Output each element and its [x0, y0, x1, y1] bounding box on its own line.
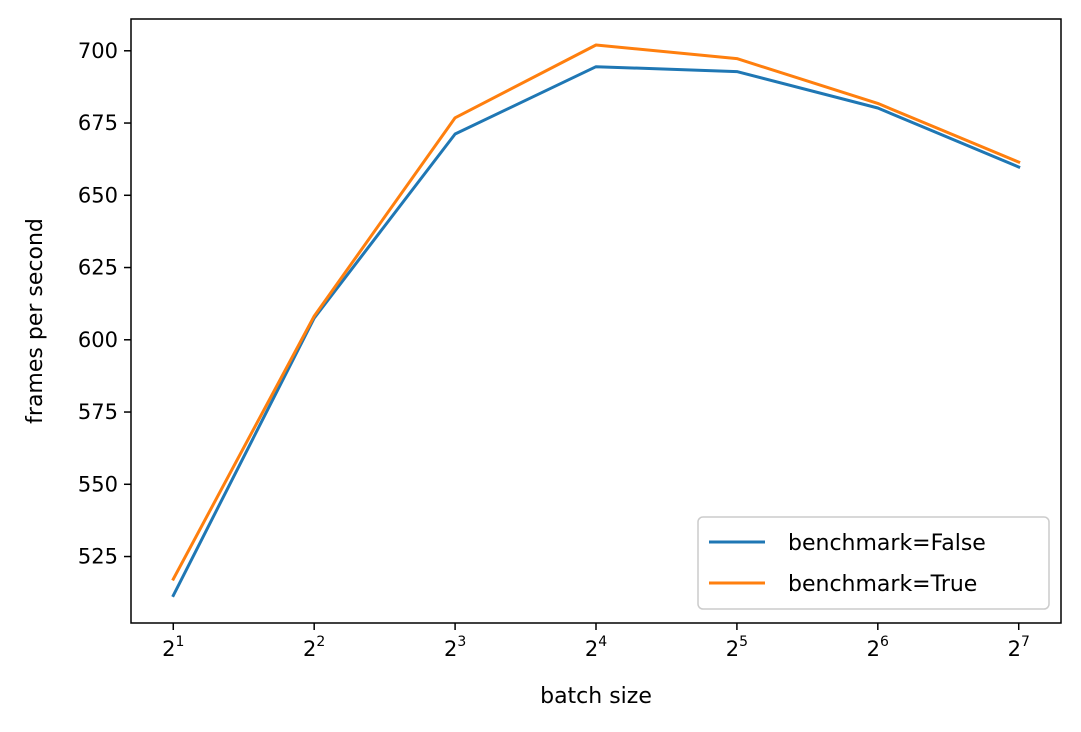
x-tick-label: 27: [1008, 634, 1030, 661]
legend-entry-label: benchmark=True: [788, 572, 977, 597]
x-axis-ticks: 21 22 23 24 25 26 27: [162, 623, 1030, 661]
legend-entry-label: benchmark=False: [788, 531, 986, 556]
x-tick-exponent: 2: [316, 634, 325, 650]
x-tick-label: 25: [726, 634, 748, 661]
legend-box: [697, 516, 1050, 610]
x-tick-exponent: 7: [1021, 634, 1030, 650]
x-tick-label: 21: [162, 634, 184, 661]
y-tick-label: 675: [78, 111, 118, 135]
x-tick-label: 26: [867, 634, 889, 661]
x-tick-exponent: 4: [598, 634, 607, 650]
y-tick-label: 550: [78, 472, 118, 496]
x-tick-exponent: 5: [739, 634, 748, 650]
x-tick-base: 2: [162, 637, 175, 661]
x-tick-label: 24: [585, 634, 607, 661]
x-tick-base: 2: [1008, 637, 1021, 661]
y-tick-label: 525: [78, 545, 118, 569]
y-tick-label: 700: [78, 39, 118, 63]
x-tick-base: 2: [303, 637, 316, 661]
x-axis-label: batch size: [540, 684, 652, 709]
x-tick-base: 2: [726, 637, 739, 661]
x-tick-base: 2: [585, 637, 598, 661]
series-line-benchmark-true: [171, 43, 1021, 582]
y-tick-label: 575: [78, 400, 118, 424]
x-tick-exponent: 6: [880, 634, 889, 650]
y-tick-label: 650: [78, 183, 118, 207]
x-tick-label: 23: [444, 634, 466, 661]
x-tick-base: 2: [867, 637, 880, 661]
x-tick-label: 22: [303, 634, 325, 661]
series-layer: [171, 43, 1021, 598]
y-tick-label: 600: [78, 328, 118, 352]
y-axis-ticks: 525 550 575 600 625 650 675 700: [78, 39, 131, 569]
x-tick-exponent: 1: [175, 634, 184, 650]
y-axis-label: frames per second: [23, 218, 48, 424]
legend: benchmark=False benchmark=True: [697, 516, 1050, 610]
y-tick-label: 625: [78, 256, 118, 280]
x-tick-base: 2: [444, 637, 457, 661]
x-tick-exponent: 3: [457, 634, 466, 650]
